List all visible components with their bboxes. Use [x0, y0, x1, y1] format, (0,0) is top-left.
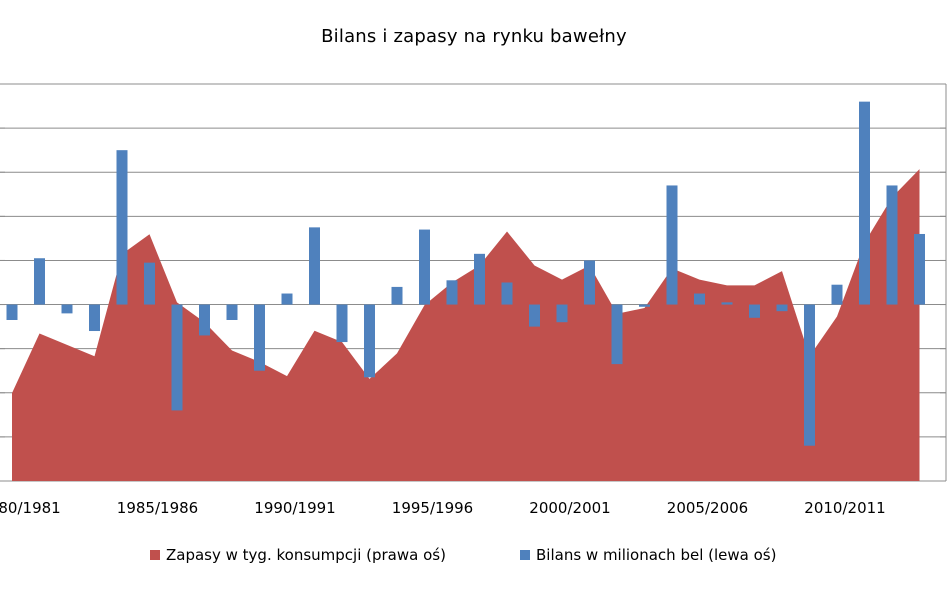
bar — [391, 286, 403, 305]
bar-series — [6, 101, 925, 446]
bar — [281, 293, 293, 305]
bar — [144, 262, 155, 305]
bar — [611, 304, 623, 365]
bar — [556, 304, 568, 323]
bar — [639, 304, 650, 307]
bar — [446, 280, 458, 305]
bar — [474, 253, 485, 305]
bar — [914, 233, 925, 305]
bar — [89, 304, 100, 332]
bar — [116, 150, 128, 305]
bar — [529, 304, 540, 327]
bar — [34, 258, 45, 305]
bar — [501, 282, 513, 305]
bar — [309, 227, 320, 305]
legend-swatch-zapasy — [150, 550, 160, 560]
bar — [694, 293, 705, 305]
bar — [831, 284, 843, 305]
legend-label-bilans: Bilans w milionach bel (lewa oś) — [536, 546, 777, 564]
axes — [0, 83, 947, 482]
bar — [721, 302, 733, 305]
bar — [199, 304, 210, 336]
x-tick-label: 1990/1991 — [254, 499, 335, 517]
x-tick-label: 1980/1981 — [0, 499, 61, 517]
bar — [886, 185, 898, 305]
bar — [226, 304, 238, 320]
legend: Zapasy w tyg. konsumpcji (prawa oś) Bila… — [150, 546, 850, 568]
bar — [859, 101, 870, 305]
bar — [584, 260, 595, 305]
bar — [419, 229, 430, 305]
x-axis-tick-labels: 1980/1981 1985/1986 1990/1991 1995/1996 2000… — [0, 499, 886, 517]
x-tick-label: 2000/2001 — [529, 499, 610, 517]
legend-label-zapasy: Zapasy w tyg. konsumpcji (prawa oś) — [166, 546, 446, 564]
bar — [254, 304, 265, 371]
x-tick-label: 2005/2006 — [667, 499, 748, 517]
x-tick-label: 1985/1986 — [117, 499, 198, 517]
bar — [666, 185, 678, 305]
bar — [61, 304, 73, 314]
bar — [336, 304, 348, 343]
bar — [776, 304, 788, 312]
x-tick-label: 2010/2011 — [804, 499, 885, 517]
bar — [171, 304, 183, 411]
bar — [364, 304, 375, 378]
bar — [6, 304, 18, 320]
chart-title: Bilans i zapasy na rynku bawełny — [321, 26, 627, 47]
x-tick-label: 1995/1996 — [392, 499, 473, 517]
legend-swatch-bilans — [520, 550, 530, 560]
area-zapasy — [12, 169, 920, 482]
bar — [804, 304, 815, 446]
bar — [749, 304, 760, 318]
area-series — [11, 169, 920, 482]
legend-item-bilans: Bilans w milionach bel (lewa oś) — [520, 546, 776, 564]
legend-item-zapasy: Zapasy w tyg. konsumpcji (prawa oś) — [150, 546, 446, 564]
